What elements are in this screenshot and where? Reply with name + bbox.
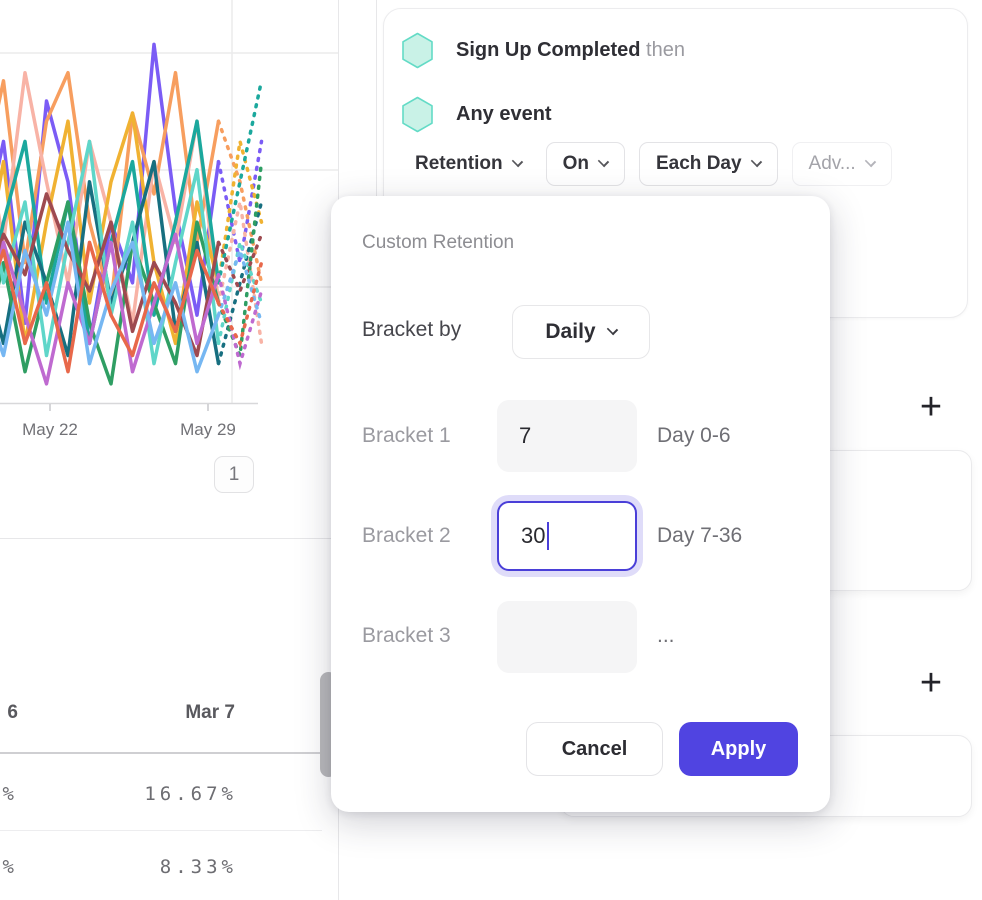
retention-type-dropdown[interactable]: Retention	[399, 142, 538, 186]
column-divider	[376, 0, 377, 198]
step-label: Any event	[456, 103, 552, 125]
bracket-3-label: Bracket 3	[362, 624, 451, 647]
bracket-2-range-caption: Day 7-36	[657, 524, 743, 547]
bracket-1-label: Bracket 1	[362, 424, 451, 447]
table-cell-mar7: 16.67%	[144, 783, 237, 805]
apply-button[interactable]: Apply	[679, 722, 798, 776]
chevron-down-icon	[606, 323, 618, 336]
text-cursor	[547, 522, 550, 550]
hexagon-icon	[402, 32, 433, 69]
table-header-partial: 6	[7, 702, 18, 723]
table-cell-partial: %	[2, 856, 18, 878]
bracket-1-range-caption: Day 0-6	[657, 424, 731, 447]
bracket-2-input[interactable]: 30	[497, 501, 637, 571]
x-axis-tick-label: May 22	[22, 420, 78, 439]
query-controls-row: Retention On Each Day Adv...	[399, 142, 892, 186]
bracket-2-label: Bracket 2	[362, 524, 451, 547]
chevron-down-icon	[864, 155, 876, 168]
table-header-underline	[0, 752, 338, 754]
add-metric-button[interactable]: +	[919, 386, 943, 428]
chevron-down-icon	[511, 155, 523, 168]
hexagon-icon	[402, 96, 433, 133]
table-header-mar7: Mar 7	[185, 702, 235, 723]
table-row-divider	[0, 830, 322, 831]
table-cell-partial: %	[2, 783, 18, 805]
add-metric-button[interactable]: +	[919, 662, 943, 704]
chevron-down-icon	[597, 155, 610, 168]
query-step-return-event[interactable]: Any event	[401, 96, 552, 133]
bracket-1-input[interactable]: 7	[497, 400, 637, 472]
table-cell-mar7: 8.33%	[159, 856, 237, 878]
step-label: Sign Up Completed then	[456, 39, 685, 61]
modal-title: Custom Retention	[362, 232, 515, 253]
chevron-down-icon	[750, 155, 762, 168]
bracket-3-range-caption: ...	[657, 624, 675, 647]
custom-retention-modal: Custom Retention Bracket by Daily Bracke…	[331, 196, 830, 812]
cancel-button[interactable]: Cancel	[526, 722, 663, 776]
advanced-dropdown[interactable]: Adv...	[791, 142, 892, 186]
bracket-by-label: Bracket by	[362, 318, 462, 341]
query-step-first-event[interactable]: Sign Up Completed then	[401, 32, 685, 69]
retention-line-chart	[0, 0, 338, 411]
x-axis-tick-label: May 29	[180, 420, 236, 439]
table-section-divider	[0, 538, 338, 539]
granularity-dropdown[interactable]: Each Day	[639, 142, 778, 186]
bracket-by-dropdown[interactable]: Daily	[512, 305, 650, 359]
step-suffix: then	[646, 39, 685, 61]
chart-pagination-button[interactable]: 1	[214, 456, 254, 493]
on-dropdown[interactable]: On	[545, 142, 625, 186]
bracket-3-input[interactable]	[497, 601, 637, 673]
